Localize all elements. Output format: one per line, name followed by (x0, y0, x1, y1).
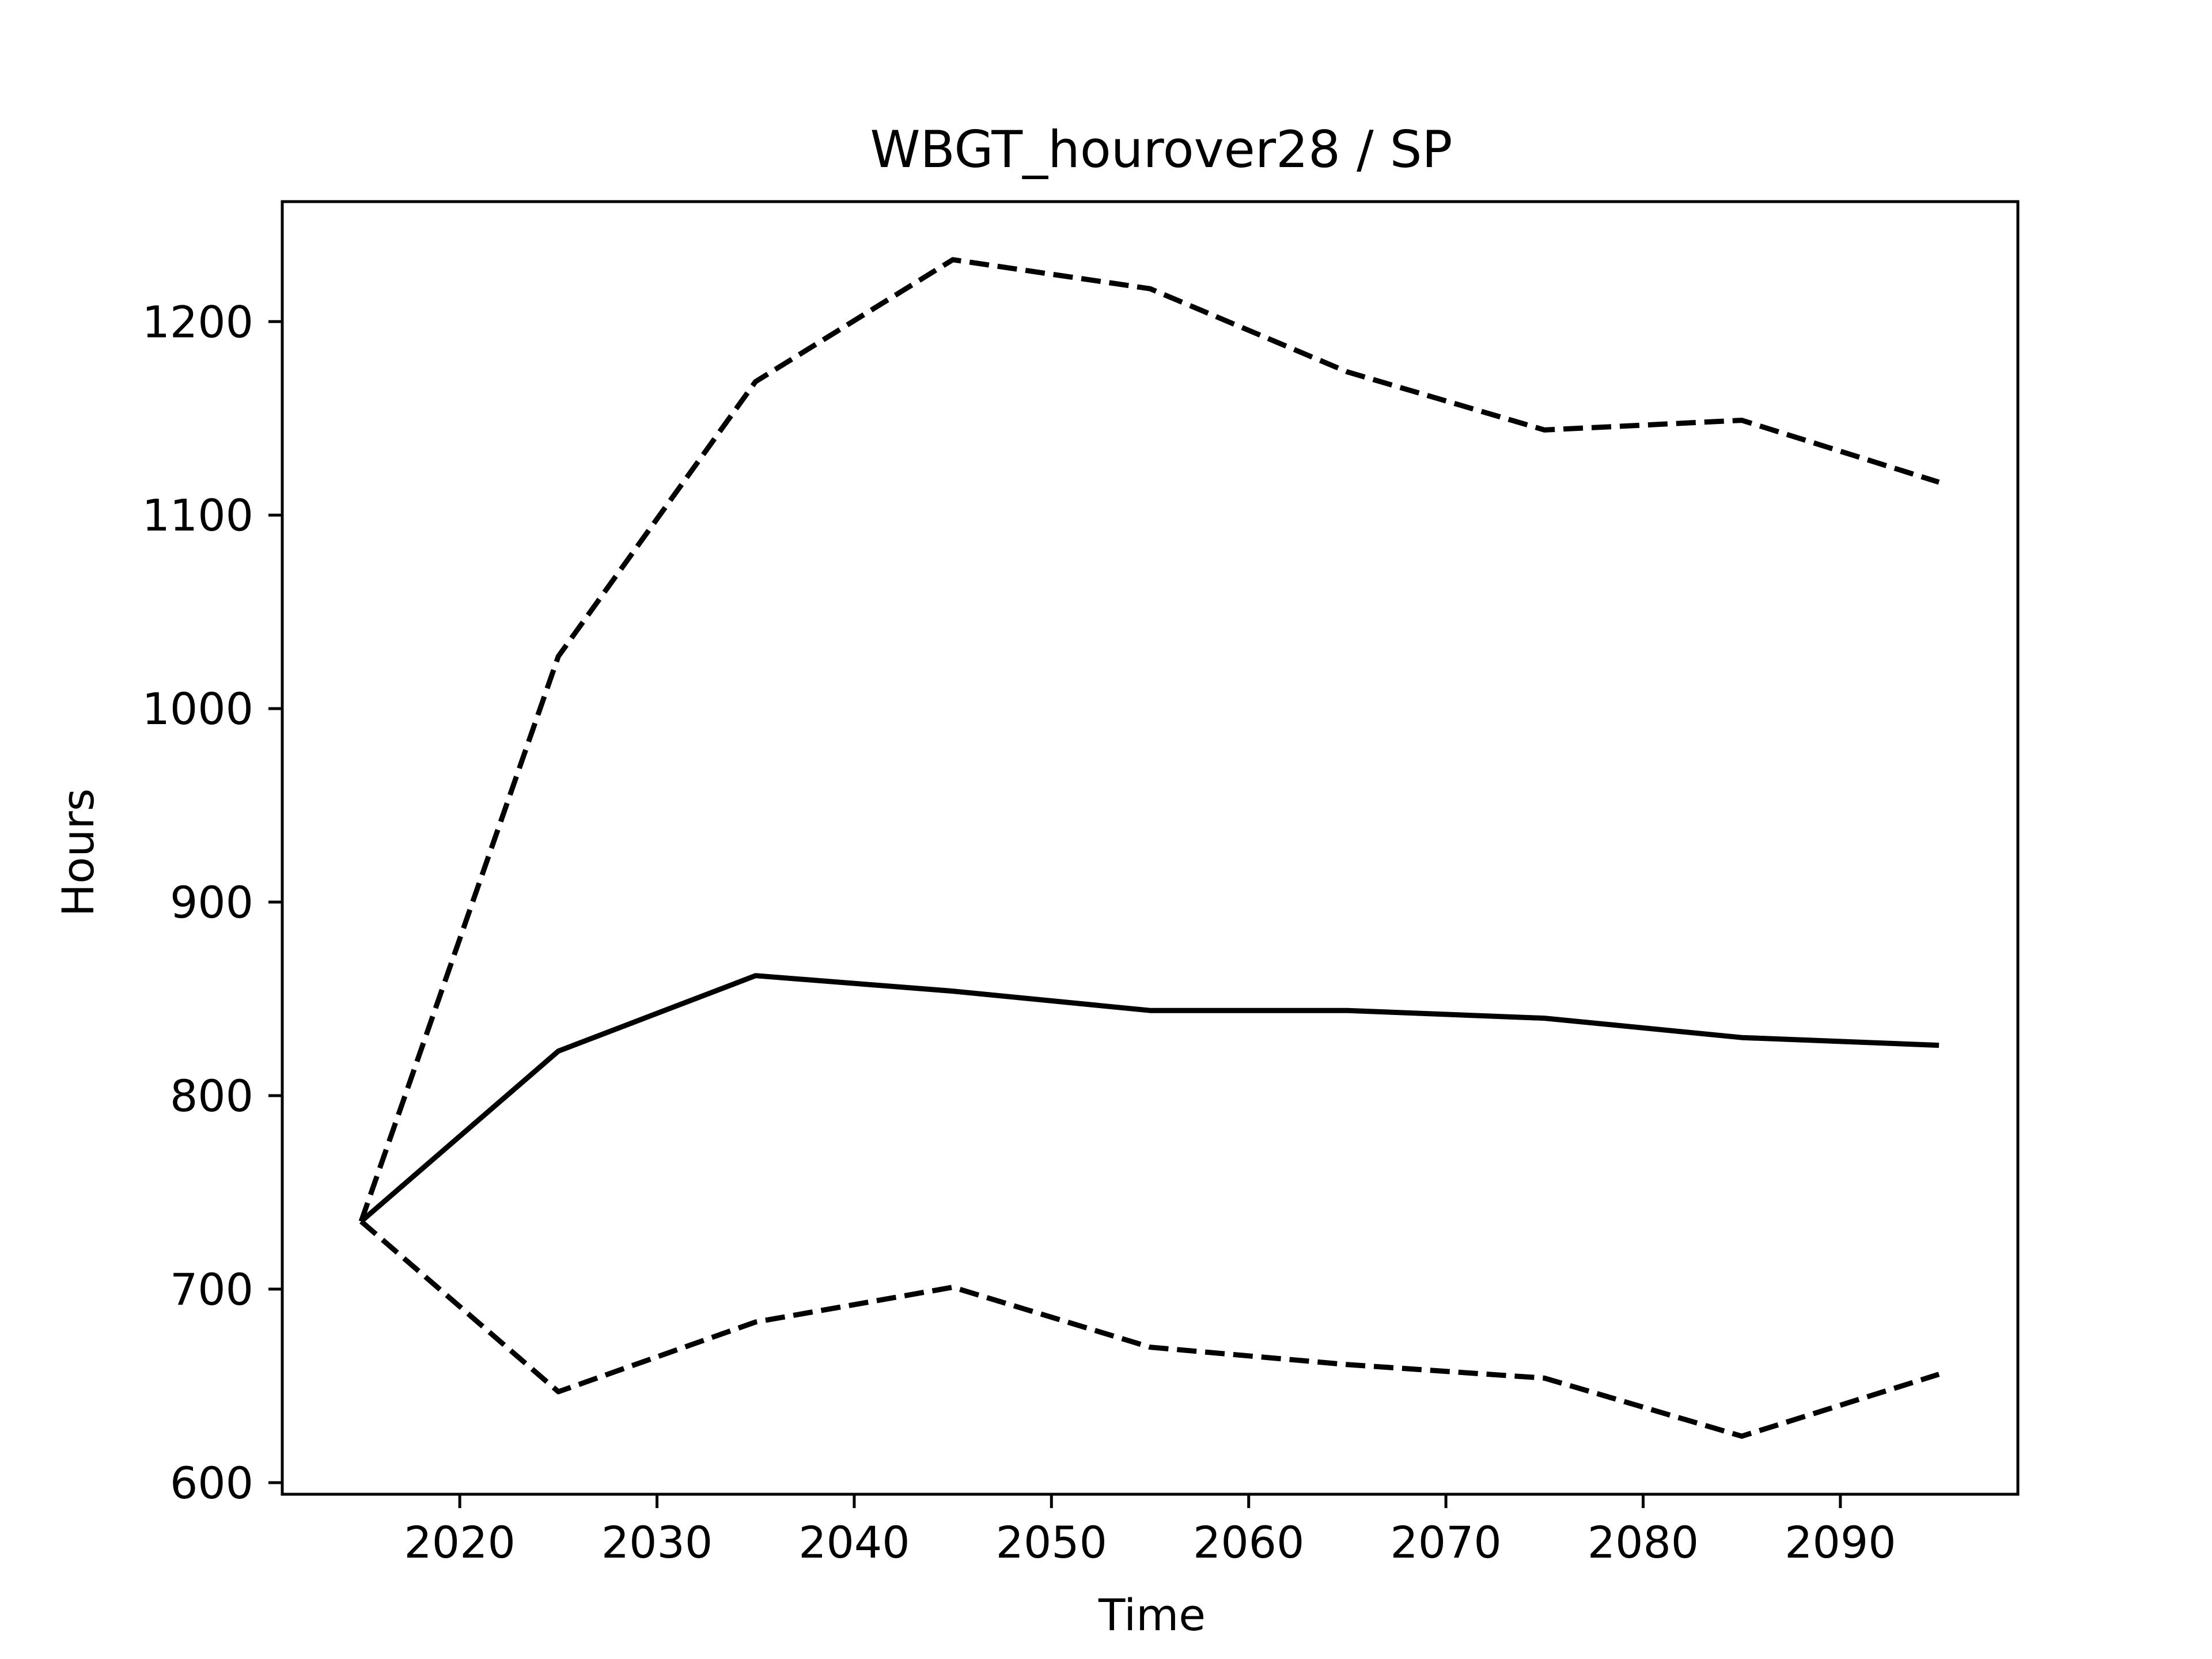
x-tick-label: 2080 (1588, 1517, 1699, 1568)
plot-frame (281, 200, 2020, 1496)
y-axis: 600 700 800 900 1000 1100 1200 (142, 296, 282, 1509)
y-tick-label: 700 (170, 1264, 253, 1315)
y-tick-label: 1000 (142, 683, 253, 734)
y-tick-label: 1200 (142, 296, 253, 347)
y-tick-label: 1100 (142, 490, 253, 541)
x-tick-label: 2030 (601, 1517, 713, 1568)
y-tick-label: 600 (170, 1457, 253, 1509)
x-tick-label: 2040 (798, 1517, 910, 1568)
x-tick-label: 2090 (1785, 1517, 1896, 1568)
chart-title: WBGT_hourover28 / SP (870, 120, 1452, 179)
x-tick-label: 2070 (1390, 1517, 1501, 1568)
series-line-3 (359, 1219, 1940, 1439)
y-tick-label: 900 (170, 877, 253, 928)
y-axis-label: Hours (52, 789, 104, 917)
x-tick-label: 2060 (1193, 1517, 1304, 1568)
x-axis: 2020 2030 2040 2050 2060 2070 2080 2090 (404, 1494, 1896, 1568)
series-line-1 (358, 257, 1940, 1222)
x-tick-label: 2020 (404, 1517, 515, 1568)
x-axis-label: Time (1098, 1589, 1206, 1641)
y-tick-label: 800 (170, 1070, 253, 1122)
series-line-2 (359, 973, 1940, 1224)
series-layer (358, 257, 1940, 1439)
x-tick-label: 2050 (996, 1517, 1107, 1568)
